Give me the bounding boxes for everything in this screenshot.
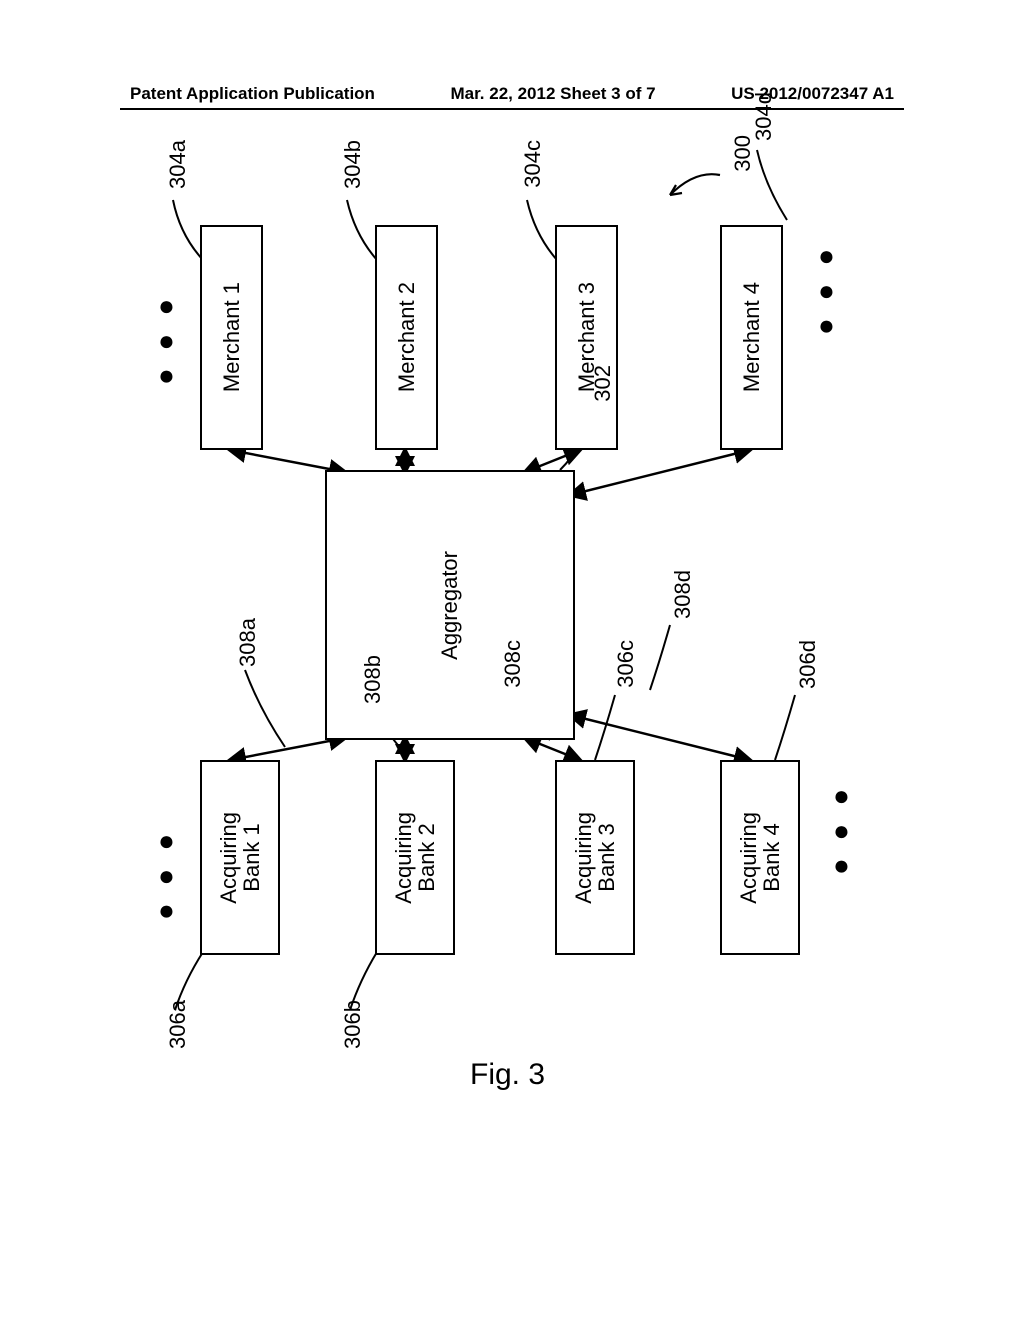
bank-3-label: Acquiring Bank 3 <box>572 812 618 904</box>
figure-area: 300 Merchant 1 304a Merchant 2 304b Merc… <box>95 140 929 1040</box>
page-header: Patent Application Publication Mar. 22, … <box>0 84 1024 104</box>
ref-304a: 304a <box>165 140 191 189</box>
bank-2-box: Acquiring Bank 2 <box>375 760 455 955</box>
bank-4-box: Acquiring Bank 4 <box>720 760 800 955</box>
merchant-1-label: Merchant 1 <box>220 282 243 392</box>
aggregator-label: Aggregator <box>438 551 461 660</box>
ellipsis-bank-left: ● ● ● <box>150 825 182 924</box>
ref-306a: 306a <box>165 1000 191 1049</box>
bank-2-label: Acquiring Bank 2 <box>392 812 438 904</box>
bank-4-label: Acquiring Bank 4 <box>737 812 783 904</box>
ref-306d: 306d <box>795 640 821 689</box>
bank-1-box: Acquiring Bank 1 <box>200 760 280 955</box>
ref-308b: 308b <box>360 655 386 704</box>
header-left: Patent Application Publication <box>130 84 375 104</box>
ellipsis-merch-left: ● ● ● <box>150 290 182 389</box>
page: Patent Application Publication Mar. 22, … <box>0 0 1024 1320</box>
ref-306c: 306c <box>613 640 639 688</box>
ref-308d: 308d <box>670 570 696 619</box>
merchant-4-box: Merchant 4 <box>720 225 783 450</box>
merchant-2-label: Merchant 2 <box>395 282 418 392</box>
bank-3-box: Acquiring Bank 3 <box>555 760 635 955</box>
ref-304b: 304b <box>340 140 366 189</box>
ellipsis-bank-right: ● ● ● <box>825 780 857 879</box>
ref-304d: 304d <box>751 92 777 141</box>
bank-1-label: Acquiring Bank 1 <box>217 812 263 904</box>
ref-308c: 308c <box>500 640 526 688</box>
ref-302: 302 <box>590 365 616 402</box>
merchant-3-box: Merchant 3 <box>555 225 618 450</box>
merchant-1-box: Merchant 1 <box>200 225 263 450</box>
ref-306b: 306b <box>340 1000 366 1049</box>
header-center: Mar. 22, 2012 Sheet 3 of 7 <box>451 84 656 104</box>
ref-308a: 308a <box>235 618 261 667</box>
merchant-2-box: Merchant 2 <box>375 225 438 450</box>
ref-304c: 304c <box>520 140 546 188</box>
ellipsis-merch-right: ● ● ● <box>810 240 842 339</box>
figure-caption: Fig. 3 <box>470 1058 545 1092</box>
merchant-4-label: Merchant 4 <box>740 282 763 392</box>
header-rule <box>120 108 904 110</box>
